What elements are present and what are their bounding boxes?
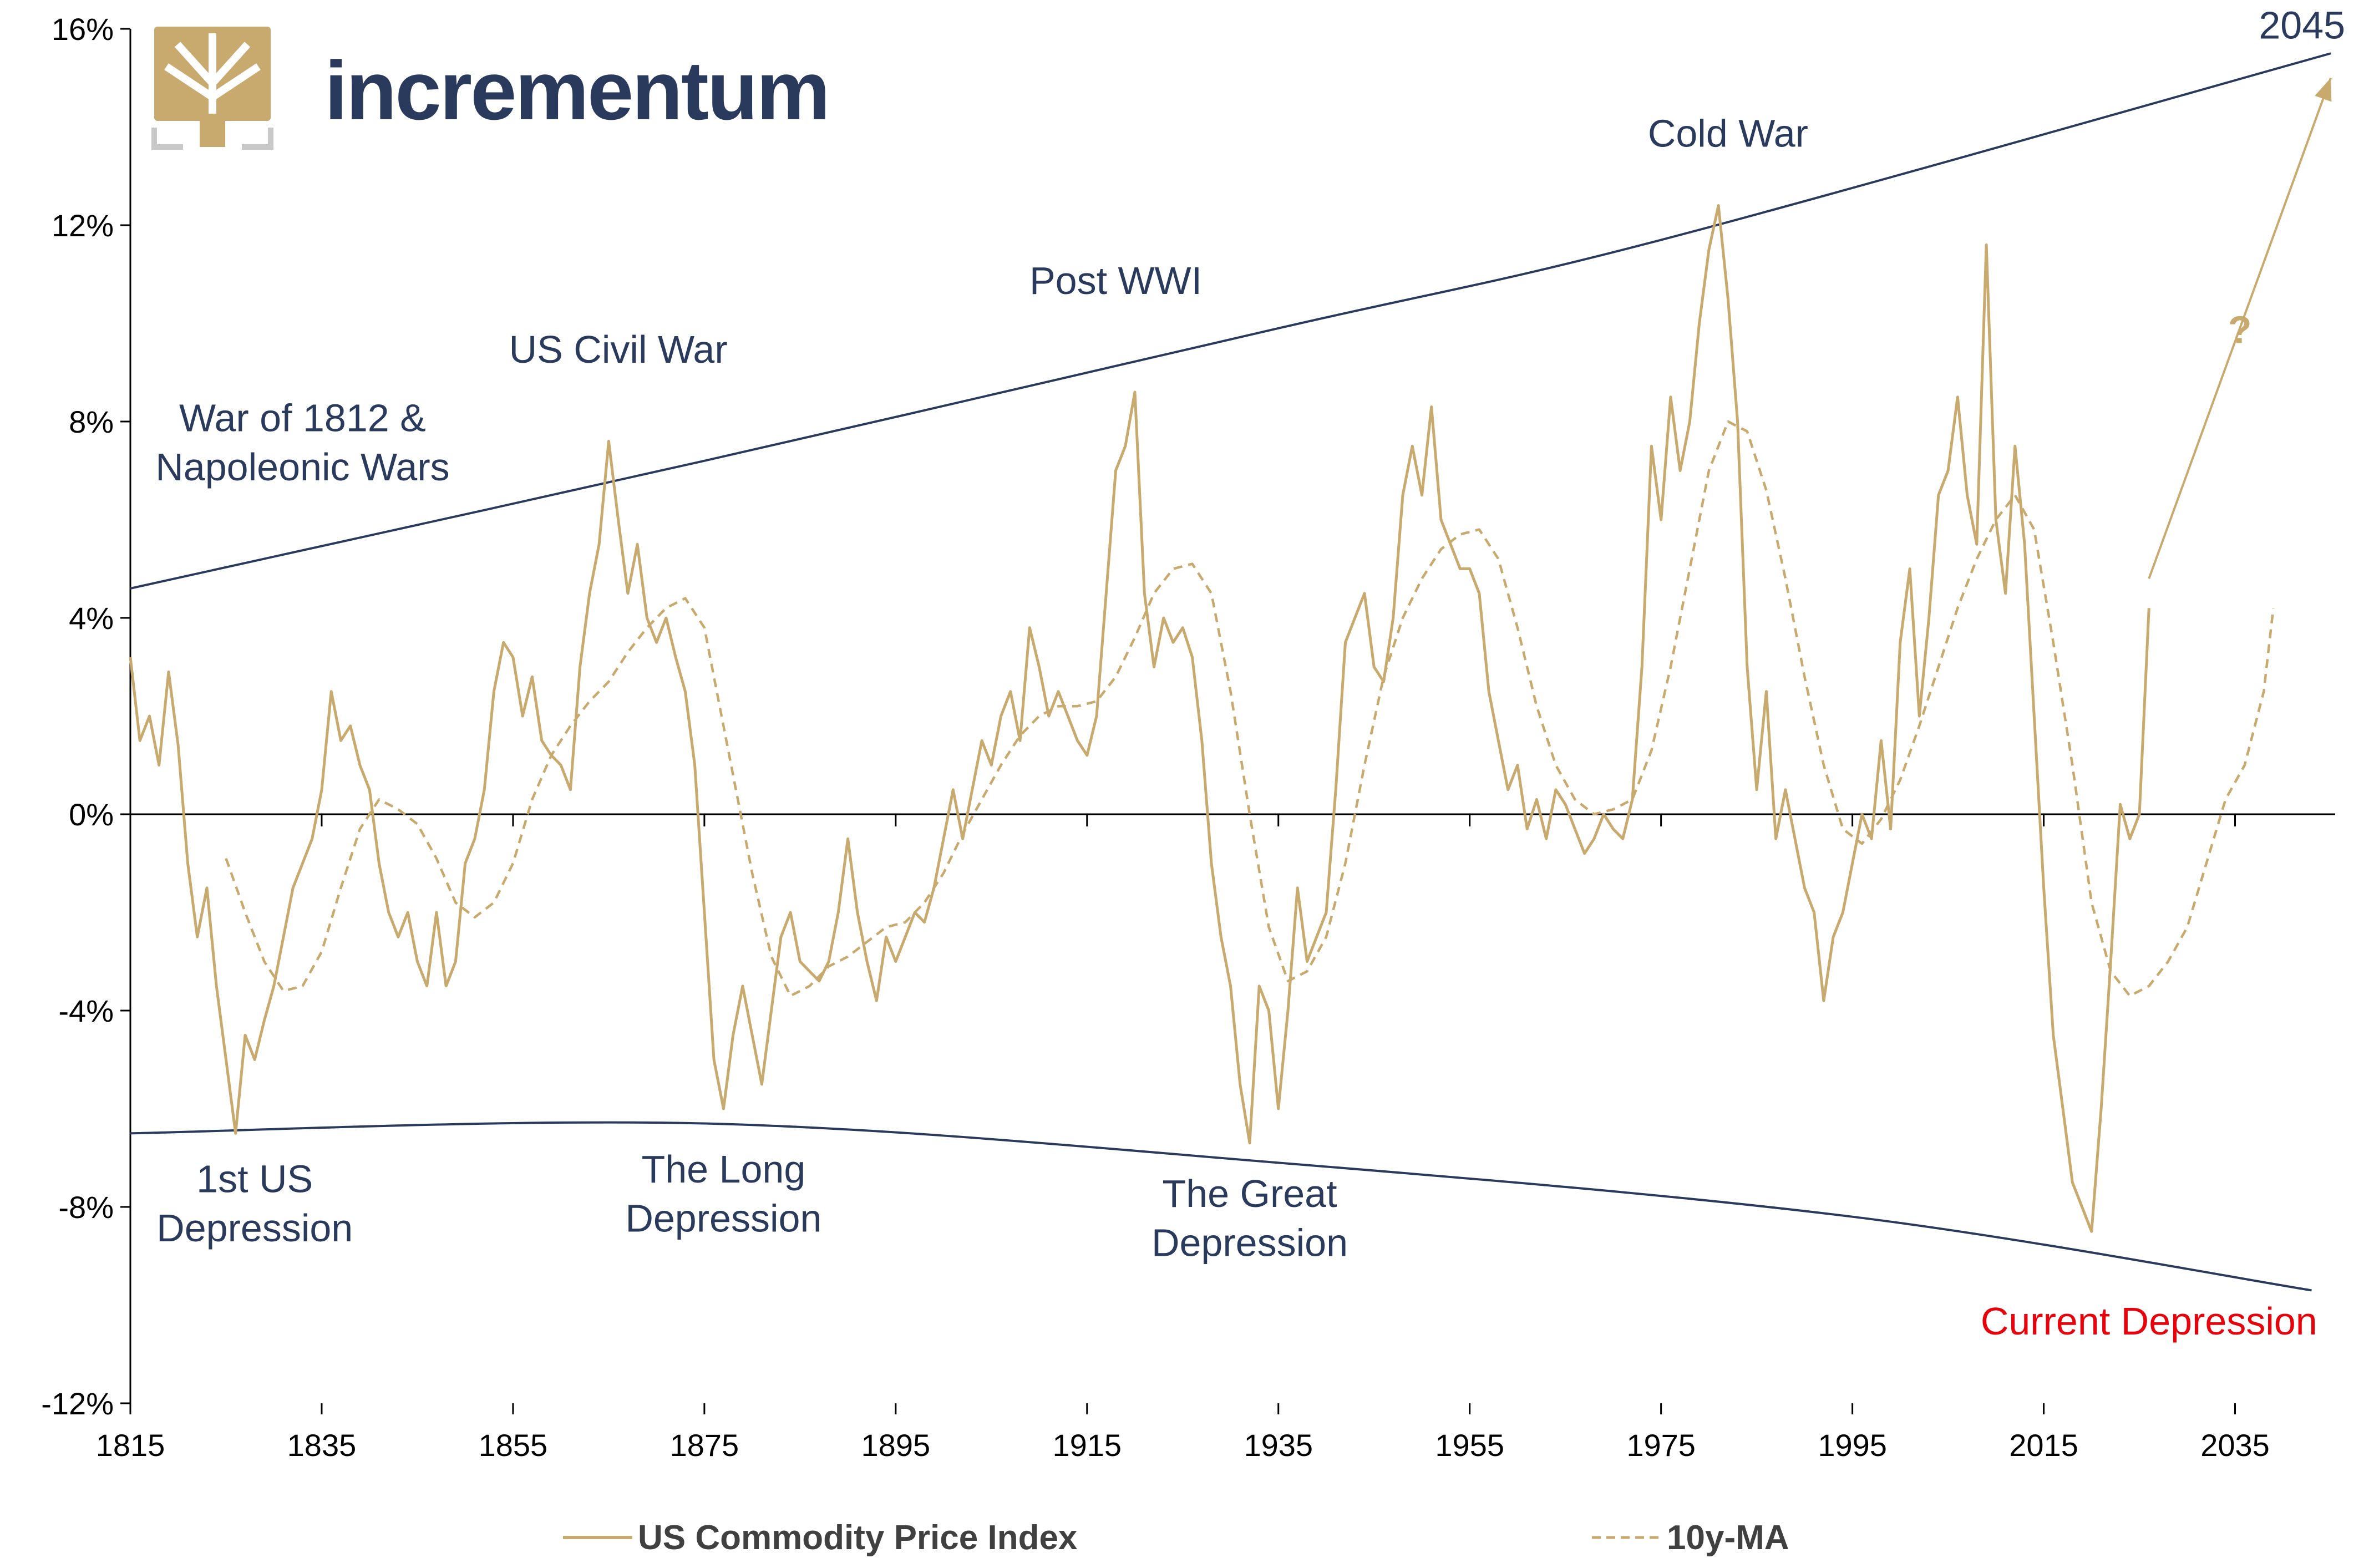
legend-label-index: US Commodity Price Index: [638, 1519, 1078, 1557]
series-line-commodity-index: [129, 204, 2150, 1233]
legend-label-ma: 10y-MA: [1667, 1519, 1789, 1557]
annotation-label: 2045: [2259, 4, 2345, 47]
x-tick-label: 2035: [2200, 1428, 2270, 1463]
annotation-label: Current Depression: [1981, 1300, 2317, 1343]
annotation-label: Cold War: [1648, 111, 1808, 155]
x-tick-label: 1935: [1244, 1428, 1313, 1463]
annotations: War of 1812 & Napoleonic Wars US Civil War…: [155, 4, 2345, 1343]
x-tick-label: 2015: [2009, 1428, 2078, 1463]
y-tick-label: 8%: [69, 404, 114, 439]
x-tick-label: 1975: [1626, 1428, 1696, 1463]
x-tick-label: 1855: [479, 1428, 548, 1463]
annotation-label: Depression: [1152, 1221, 1348, 1265]
x-tick-label: 1875: [670, 1428, 739, 1463]
axes: 16% 12% 8% 4% 0% -4% -8% -12% 1815 1835 1855 1875 18…: [41, 12, 2335, 1463]
trend-line-upper: [130, 52, 2331, 590]
x-tick-label: 1895: [861, 1428, 931, 1463]
annotation-label: War of 1812 &: [179, 397, 426, 440]
annotation-label: The Long: [641, 1148, 805, 1191]
y-tick-label: -4%: [58, 993, 114, 1028]
forecast-arrow-line: [2148, 77, 2332, 579]
series-line-10y-ma: [225, 420, 2275, 997]
forecast-arrow-head: [2315, 78, 2332, 102]
annotation-label: Post WWI: [1029, 259, 1202, 302]
annotation-label: Depression: [625, 1196, 821, 1240]
tree-logo-icon: [151, 27, 273, 150]
annotation-label: 1st US: [196, 1157, 313, 1200]
x-tick-label: 1995: [1818, 1428, 1887, 1463]
annotation-label: The Great: [1162, 1172, 1337, 1215]
x-tick-label: 1815: [96, 1428, 165, 1463]
series-group: ?: [129, 77, 2332, 1233]
trend-lines: [130, 52, 2331, 1292]
legend: US Commodity Price Index 10y-MA: [563, 1519, 1789, 1557]
annotation-label: Depression: [156, 1206, 353, 1250]
forecast-question-mark: ?: [2228, 308, 2252, 351]
brand-name: incrementum: [324, 44, 829, 137]
x-tick-label: 1915: [1052, 1428, 1122, 1463]
y-tick-label: 16%: [52, 12, 114, 47]
y-tick-label: 12%: [52, 208, 114, 243]
y-tick-label: -12%: [41, 1386, 114, 1421]
trend-line-lower: [130, 1121, 2312, 1292]
annotation-label: Napoleonic Wars: [155, 445, 449, 489]
x-tick-label: 1955: [1435, 1428, 1504, 1463]
annotation-label: US Civil War: [509, 328, 728, 371]
y-tick-label: 4%: [69, 601, 114, 636]
x-tick-label: 1835: [287, 1428, 357, 1463]
y-tick-label: -8%: [58, 1190, 114, 1225]
y-tick-label: 0%: [69, 797, 114, 832]
